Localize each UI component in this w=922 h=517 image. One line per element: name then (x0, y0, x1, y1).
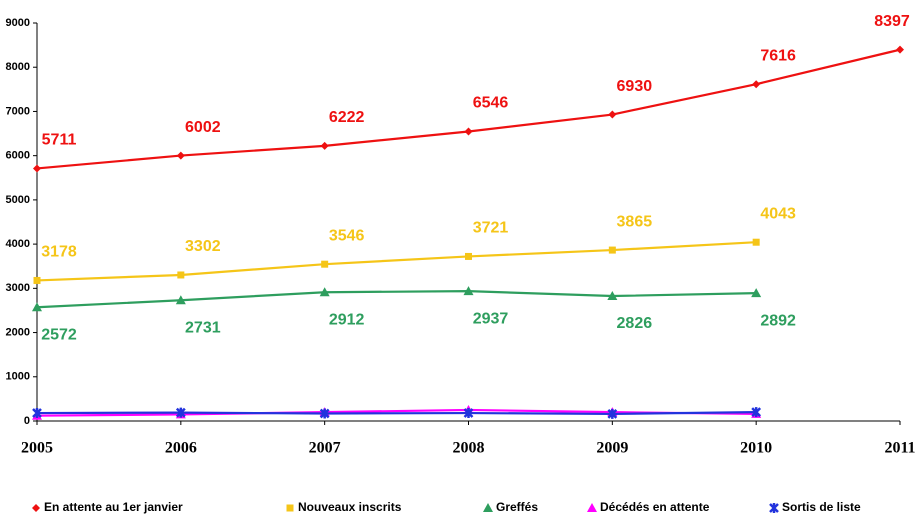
series-line (36, 408, 757, 417)
legend-label: Nouveaux inscrits (298, 500, 402, 514)
marker (175, 407, 186, 418)
value-label: 3302 (185, 238, 221, 255)
legend-label: Sortis de liste (782, 500, 861, 514)
value-label: 3546 (329, 227, 365, 244)
marker (896, 45, 904, 54)
y-tick-label: 1000 (6, 371, 30, 383)
marker (32, 408, 42, 419)
value-label: 2912 (329, 311, 365, 328)
value-label: 4043 (760, 205, 796, 222)
marker (751, 288, 762, 298)
series-line (36, 290, 757, 309)
value-label: 2826 (617, 315, 653, 332)
value-label: 6930 (617, 78, 653, 95)
marker (175, 295, 186, 305)
x-tick-label: 2006 (165, 440, 197, 457)
value-label: 6222 (329, 109, 365, 126)
value-label: 3721 (473, 220, 509, 237)
marker (32, 504, 40, 512)
value-label: 3865 (617, 213, 653, 230)
marker (752, 238, 760, 246)
marker (321, 260, 329, 268)
value-label: 3178 (41, 244, 77, 261)
value-label: 8397 (874, 13, 910, 30)
marker (286, 504, 294, 512)
value-label: 2572 (41, 326, 77, 343)
series-line (36, 411, 757, 416)
marker (608, 110, 617, 119)
marker (176, 151, 185, 160)
series-line (36, 241, 757, 282)
value-label: 2892 (760, 312, 796, 329)
marker (320, 141, 329, 150)
marker (464, 127, 473, 136)
y-tick-label: 3000 (6, 282, 30, 294)
marker (33, 276, 41, 284)
value-label: 7616 (760, 47, 796, 64)
marker (177, 271, 185, 279)
legend-label: En attente au 1er janvier (44, 500, 183, 514)
marker (608, 246, 616, 254)
marker (587, 503, 597, 512)
y-tick-label: 8000 (6, 61, 30, 73)
x-tick-label: 2005 (21, 440, 53, 457)
x-tick-label: 2011 (884, 440, 915, 457)
y-tick-label: 4000 (6, 238, 30, 250)
marker (751, 407, 762, 418)
value-label: 6546 (473, 95, 509, 112)
y-tick-label: 0 (24, 415, 30, 427)
marker (463, 286, 474, 296)
y-tick-label: 2000 (6, 326, 30, 338)
marker (463, 408, 474, 419)
marker (319, 287, 330, 297)
marker (465, 252, 472, 260)
series-line (36, 48, 901, 170)
x-tick-label: 2007 (309, 440, 341, 457)
y-tick-label: 6000 (6, 150, 30, 162)
marker (319, 408, 330, 419)
x-tick-label: 2009 (596, 440, 628, 457)
x-tick-label: 2010 (740, 440, 772, 457)
legend-label: Décédés en attente (600, 500, 710, 514)
y-tick-label: 7000 (6, 105, 30, 117)
y-tick-label: 9000 (6, 17, 30, 29)
x-tick-label: 2008 (453, 440, 485, 457)
marker (769, 503, 779, 513)
marker (32, 302, 42, 312)
value-label: 5711 (42, 132, 77, 149)
value-label: 2937 (473, 310, 509, 327)
value-label: 2731 (185, 319, 221, 336)
marker (483, 503, 493, 512)
y-tick-label: 5000 (6, 194, 30, 206)
marker (33, 164, 41, 173)
marker (607, 291, 618, 301)
marker (752, 80, 761, 89)
value-label: 6002 (185, 119, 221, 136)
marker (607, 408, 618, 419)
legend-label: Greffés (496, 500, 538, 514)
